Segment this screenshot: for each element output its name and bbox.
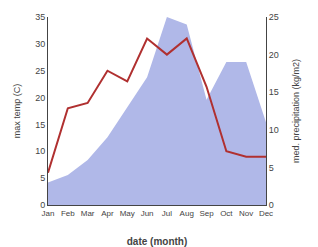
svg-text:Dec: Dec (259, 209, 273, 218)
svg-text:5: 5 (269, 163, 274, 173)
svg-text:Sep: Sep (199, 209, 214, 218)
svg-text:25: 25 (269, 12, 279, 22)
svg-text:10: 10 (35, 146, 45, 156)
svg-text:Mar: Mar (81, 209, 95, 218)
svg-text:Jul: Jul (162, 209, 172, 218)
svg-text:Jun: Jun (141, 209, 154, 218)
svg-text:Feb: Feb (61, 209, 75, 218)
svg-text:20: 20 (269, 50, 279, 60)
svg-text:Jan: Jan (42, 209, 55, 218)
svg-text:Oct: Oct (220, 209, 233, 218)
svg-text:Apr: Apr (101, 209, 114, 218)
svg-text:10: 10 (269, 125, 279, 135)
svg-text:med. precipitation (kg/m2): med. precipitation (kg/m2) (291, 59, 301, 163)
svg-text:May: May (120, 209, 135, 218)
svg-text:25: 25 (35, 66, 45, 76)
svg-text:0: 0 (269, 200, 274, 210)
svg-text:30: 30 (35, 39, 45, 49)
svg-text:Aug: Aug (180, 209, 194, 218)
svg-text:max temp (C): max temp (C) (12, 84, 22, 139)
svg-text:15: 15 (35, 120, 45, 130)
svg-text:date (month): date (month) (127, 236, 188, 247)
svg-text:15: 15 (269, 87, 279, 97)
svg-text:20: 20 (35, 93, 45, 103)
svg-text:0: 0 (40, 200, 45, 210)
svg-text:5: 5 (40, 173, 45, 183)
svg-text:35: 35 (35, 12, 45, 22)
svg-text:Nov: Nov (239, 209, 253, 218)
